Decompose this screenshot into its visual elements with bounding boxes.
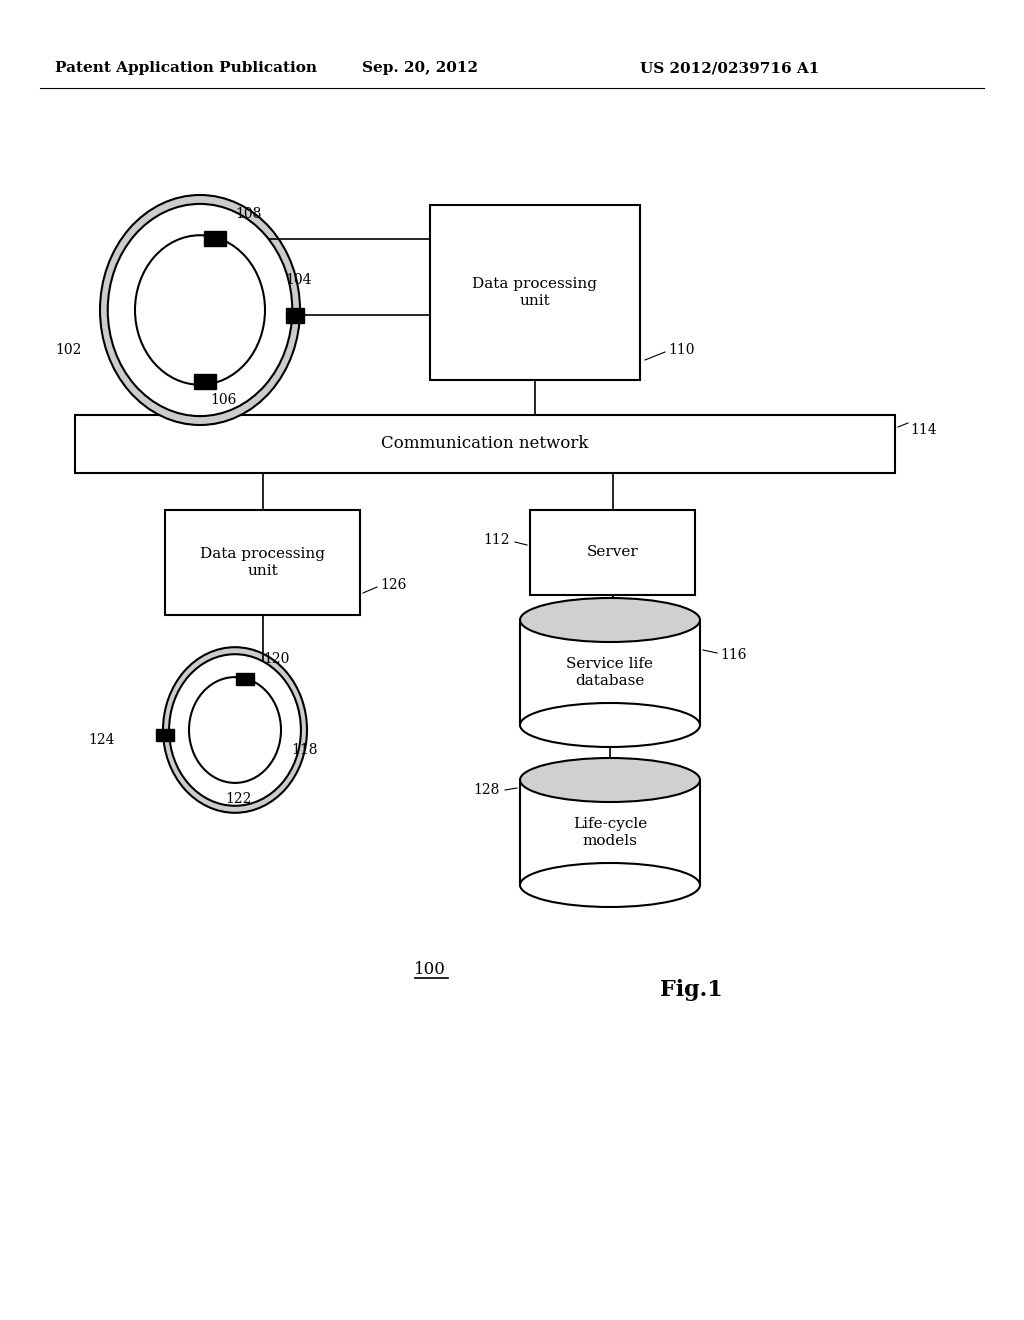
Text: US 2012/0239716 A1: US 2012/0239716 A1 xyxy=(640,61,819,75)
Text: 106: 106 xyxy=(210,392,237,407)
Text: Life-cycle
models: Life-cycle models xyxy=(572,817,647,847)
Text: 120: 120 xyxy=(263,652,290,667)
Text: 104: 104 xyxy=(285,273,311,286)
Ellipse shape xyxy=(108,203,292,416)
Bar xyxy=(204,231,226,246)
Text: 114: 114 xyxy=(910,422,937,437)
Text: 100: 100 xyxy=(414,961,445,978)
Text: 122: 122 xyxy=(225,792,251,805)
Text: Data processing
unit: Data processing unit xyxy=(200,548,325,578)
Text: Patent Application Publication: Patent Application Publication xyxy=(55,61,317,75)
Bar xyxy=(194,374,216,389)
Ellipse shape xyxy=(520,704,700,747)
Text: Fig.1: Fig.1 xyxy=(660,979,723,1001)
Bar xyxy=(286,308,304,322)
Ellipse shape xyxy=(163,647,307,813)
Text: 110: 110 xyxy=(668,343,694,356)
Text: Service life
database: Service life database xyxy=(566,657,653,688)
Ellipse shape xyxy=(189,677,281,783)
Ellipse shape xyxy=(100,195,300,425)
Text: Data processing
unit: Data processing unit xyxy=(472,277,597,308)
Ellipse shape xyxy=(135,235,265,384)
Ellipse shape xyxy=(520,863,700,907)
Bar xyxy=(530,510,695,595)
Text: 112: 112 xyxy=(483,533,510,546)
Text: 108: 108 xyxy=(234,206,261,220)
Bar xyxy=(75,414,895,473)
Text: Communication network: Communication network xyxy=(381,436,589,453)
Text: 118: 118 xyxy=(291,743,317,756)
Bar xyxy=(236,673,254,685)
Text: 116: 116 xyxy=(720,648,746,663)
Text: 102: 102 xyxy=(55,343,81,356)
Text: Sep. 20, 2012: Sep. 20, 2012 xyxy=(362,61,478,75)
Ellipse shape xyxy=(520,758,700,803)
Text: 126: 126 xyxy=(380,578,407,591)
Ellipse shape xyxy=(169,655,301,805)
Text: 124: 124 xyxy=(88,733,115,747)
Ellipse shape xyxy=(520,598,700,642)
Text: Server: Server xyxy=(587,545,638,560)
Bar xyxy=(156,729,174,741)
Bar xyxy=(430,205,640,380)
Bar xyxy=(165,510,360,615)
Text: 128: 128 xyxy=(474,783,500,797)
